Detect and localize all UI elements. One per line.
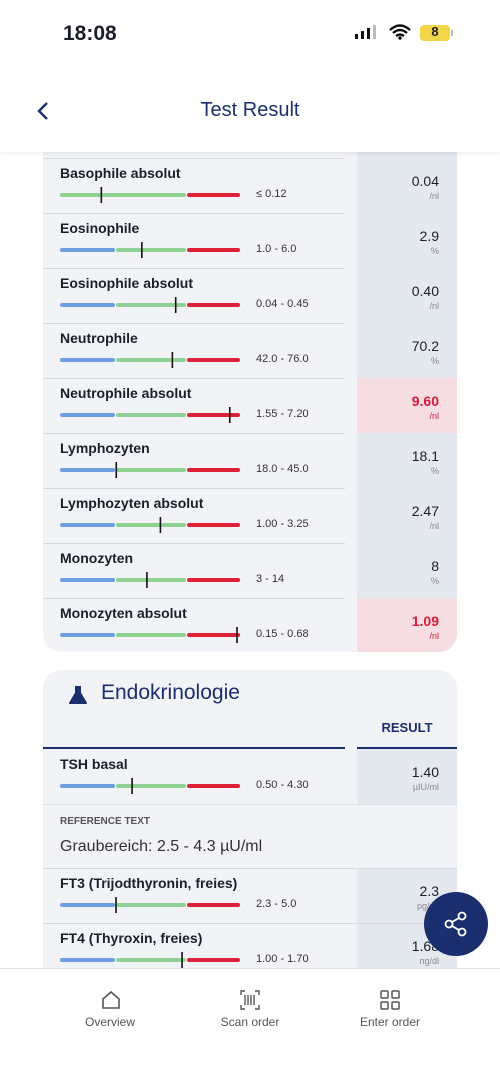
range-bar [60, 462, 240, 478]
test-name: Lymphozyten absolut [60, 495, 204, 511]
reference-range: 2.3 - 5.0 [256, 898, 297, 910]
range-bar [60, 297, 240, 313]
result-unit: % [430, 576, 439, 586]
result-value: 0.04 [411, 173, 439, 189]
battery-level: 8 [431, 24, 439, 39]
range-bar [60, 572, 240, 588]
share-icon [444, 911, 467, 937]
test-name: TSH basal [60, 756, 128, 772]
row-separator [43, 488, 345, 489]
reference-range: 0.15 - 0.68 [256, 628, 309, 640]
reference-range: 42.0 - 76.0 [256, 353, 309, 365]
back-button[interactable] [34, 100, 54, 122]
row-separator [43, 868, 457, 869]
test-name: Basophile absolut [60, 165, 181, 181]
test-name: Neutrophile [60, 330, 138, 346]
home-icon [102, 990, 120, 1009]
flag-cell [357, 378, 457, 433]
reference-range: 1.00 - 1.70 [256, 953, 309, 965]
bottom-nav: Overview Scan order Enter order [0, 968, 500, 1085]
range-bar [60, 627, 240, 643]
test-name: Lymphozyten [60, 440, 150, 456]
share-button[interactable] [424, 892, 488, 956]
reference-range: 0.50 - 4.30 [256, 779, 309, 791]
row-separator [43, 543, 345, 544]
result-value: 0.40 [411, 283, 439, 299]
result-unit: % [430, 246, 439, 256]
result-value: 18.1 [411, 448, 439, 464]
result-unit: /nl [429, 631, 439, 641]
range-bar [60, 407, 240, 423]
result-value: 2.47 [411, 503, 439, 519]
test-name: Eosinophile [60, 220, 140, 236]
range-bar [60, 897, 240, 913]
section-title: Endokrinologie [101, 681, 240, 704]
range-bar [60, 952, 240, 968]
reference-range: 3 - 14 [256, 573, 285, 585]
test-name: FT3 (Trijodthyronin, freies) [60, 875, 238, 891]
test-name: Neutrophile absolut [60, 385, 192, 401]
row-separator [43, 158, 345, 159]
row-separator [43, 323, 345, 324]
row-separator [43, 213, 345, 214]
range-bar [60, 187, 240, 203]
page-title: Test Result [200, 99, 300, 121]
nav-item[interactable]: Overview [84, 1015, 135, 1029]
row-separator [43, 923, 457, 924]
reference-range: 18.0 - 45.0 [256, 463, 309, 475]
status-icons [355, 24, 453, 41]
hematology-card: Basophile absolut ≤ 0.12 0.04/nl Eosinophil… [43, 130, 457, 652]
result-unit: /nl [429, 301, 439, 311]
range-bar [60, 352, 240, 368]
grid-icon [380, 990, 400, 1010]
flag-cell [357, 598, 457, 652]
range-bar [60, 517, 240, 533]
result-unit: % [430, 466, 439, 476]
nav-item[interactable]: Scan order [220, 1015, 280, 1029]
test-name: Eosinophile absolut [60, 275, 194, 291]
row-separator [43, 433, 345, 434]
reference-text: Graubereich: 2.5 - 4.3 µU/ml [60, 838, 263, 855]
result-value: 2.9 [419, 228, 439, 244]
scan-icon [240, 990, 260, 1010]
range-bar [60, 242, 240, 258]
reference-range: ≤ 0.12 [256, 188, 287, 200]
test-name: Monozyten absolut [60, 605, 187, 621]
reference-range: 1.00 - 3.25 [256, 518, 309, 530]
reference-range: 0.04 - 0.45 [256, 298, 309, 310]
top-bar: 18:08 8 Test Result [0, 0, 500, 152]
row-separator [43, 378, 345, 379]
result-value: 8 [431, 558, 439, 574]
reference-range: 1.0 - 6.0 [256, 243, 297, 255]
time: 18:08 [63, 22, 117, 45]
nav-item[interactable]: Enter order [359, 1015, 421, 1029]
test-name: FT4 (Thyroxin, freies) [60, 930, 203, 946]
reference-block [43, 804, 457, 869]
row-separator [43, 598, 345, 599]
result-value: 1.40 [411, 764, 439, 780]
header-line [357, 747, 457, 749]
flask-icon [69, 686, 87, 704]
result-unit: /nl [429, 411, 439, 421]
result-unit: /nl [429, 521, 439, 531]
header-line [43, 747, 345, 749]
reference-label: REFERENCE TEXT [60, 816, 151, 827]
row-separator [43, 268, 345, 269]
result-value: 1.09 [411, 613, 439, 629]
result-value: 2.3 [419, 883, 439, 899]
range-bar [60, 778, 240, 794]
result-unit: /nl [429, 191, 439, 201]
result-value: 9.60 [411, 393, 439, 409]
result-unit: µIU/ml [412, 782, 439, 792]
reference-range: 1.55 - 7.20 [256, 408, 309, 420]
test-name: Monozyten [60, 550, 134, 566]
result-header: RESULT [381, 720, 433, 735]
result-value: 70.2 [411, 338, 439, 354]
result-unit: % [430, 356, 439, 366]
result-unit: ng/dl [419, 956, 439, 966]
